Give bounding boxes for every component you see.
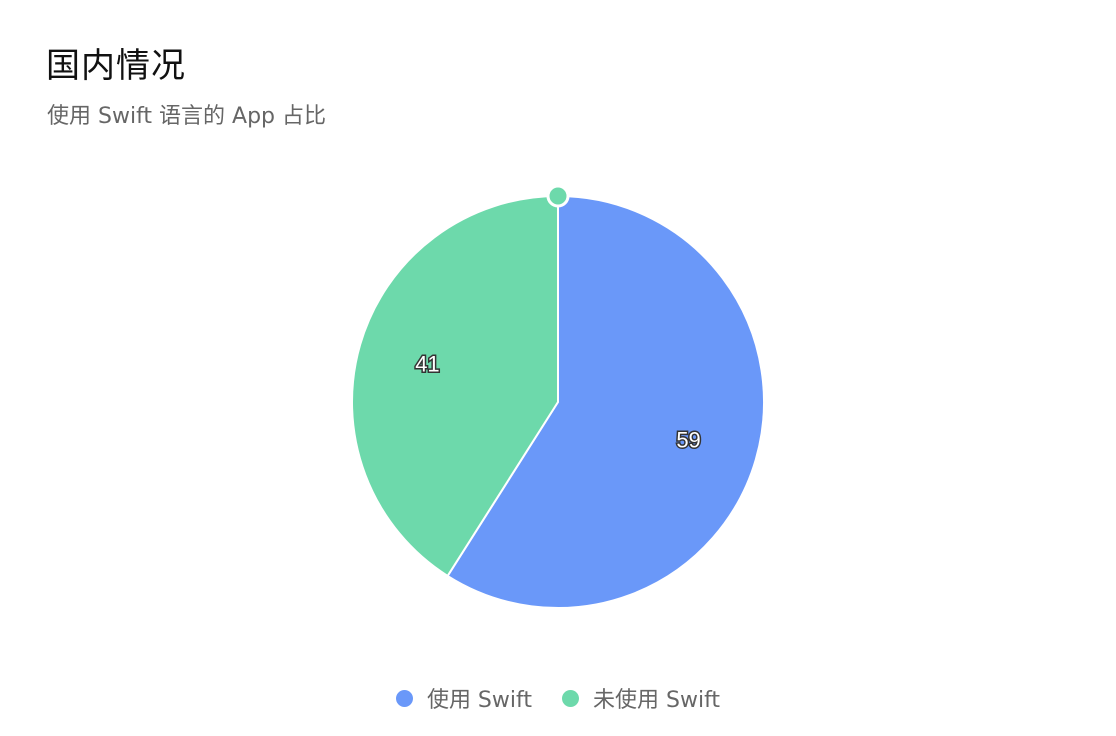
pie-start-marker xyxy=(546,184,570,208)
pie-slice-labels: 59 41 xyxy=(414,350,703,454)
pie-slice-no-swift[interactable] xyxy=(351,194,559,578)
legend-label-swift: 使用 Swift xyxy=(426,688,532,713)
pie-label-no-swift: 41 xyxy=(415,352,439,377)
pie-label-swift: 59 xyxy=(676,427,700,452)
chart-title: 国内情况 xyxy=(46,46,186,86)
pie-slices xyxy=(351,194,765,609)
legend-item-no-swift[interactable]: 未使用 Swift xyxy=(562,682,720,714)
chart-subtitle: 使用 Swift 语言的 App 占比 xyxy=(47,104,327,129)
legend: 使用 Swift 未使用 Swift xyxy=(0,682,1116,714)
legend-label-no-swift: 未使用 Swift xyxy=(593,688,721,713)
pie-slice-swift[interactable] xyxy=(446,194,765,609)
legend-swatch-no-swift xyxy=(562,689,579,707)
legend-swatch-swift xyxy=(395,689,413,707)
legend-item-swift[interactable]: 使用 Swift xyxy=(395,682,532,714)
